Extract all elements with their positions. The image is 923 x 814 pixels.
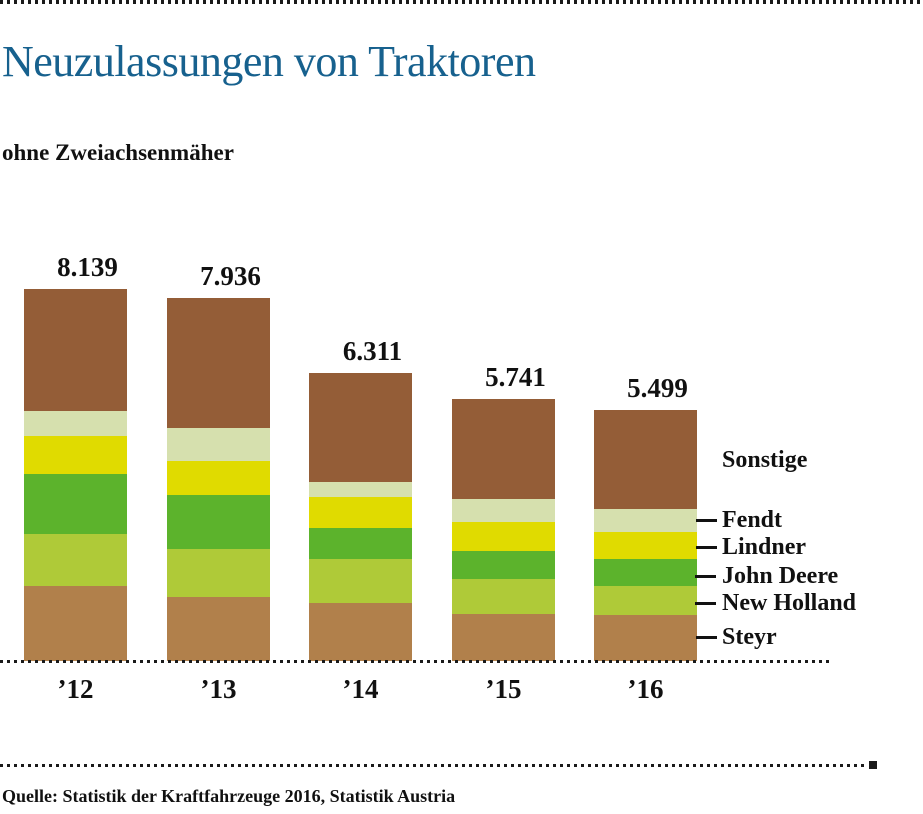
legend-label-john-deere: John Deere: [722, 563, 839, 589]
legend-connector-john-deere: [695, 575, 716, 578]
segment-sonstige: [309, 372, 412, 482]
segment-steyr: [594, 614, 697, 661]
dotted-divider-top: [0, 0, 923, 4]
x-tick-label-15: ’15: [485, 674, 522, 704]
legend-connector-new-holland: [695, 602, 716, 605]
legend-connector-fendt: [696, 519, 717, 522]
total-label-15: 5.741: [485, 361, 546, 392]
segment-new-holland: [452, 579, 555, 615]
x-axis-baseline: [0, 660, 830, 663]
bar-16: [594, 409, 697, 661]
page-title: Neuzulassungen von Traktoren: [2, 37, 536, 86]
chart-subtitle: ohne Zweiachsenmäher: [2, 140, 234, 165]
x-tick-label-13: ’13: [200, 674, 237, 704]
segment-new-holland: [24, 533, 127, 586]
legend-label-fendt: Fendt: [722, 507, 782, 533]
total-label-14: 6.311: [342, 335, 403, 366]
segment-new-holland: [309, 559, 412, 603]
legend-label-steyr: Steyr: [722, 624, 777, 650]
x-tick-label-14: ’14: [342, 674, 379, 704]
segment-fendt: [452, 499, 555, 523]
segment-john-deere: [167, 495, 270, 550]
legend-label-lindner: Lindner: [722, 534, 807, 560]
segment-john-deere: [594, 559, 697, 586]
segment-steyr: [309, 602, 412, 661]
segment-lindner: [594, 531, 697, 560]
segment-sonstige: [167, 298, 270, 428]
legend-label-sonstige: Sonstige: [722, 447, 808, 473]
legend-connector-steyr: [696, 636, 717, 639]
x-tick-label-12: ’12: [57, 674, 94, 704]
total-label-16: 5.499: [627, 372, 688, 403]
segment-john-deere: [24, 473, 127, 534]
segment-steyr: [24, 585, 127, 661]
segment-john-deere: [309, 528, 412, 560]
total-label-13: 7.936: [200, 261, 261, 292]
segment-new-holland: [594, 585, 697, 615]
bar-13: [167, 298, 270, 661]
dotted-divider-bottom: [0, 764, 868, 767]
segment-fendt: [309, 481, 412, 498]
legend-label-new-holland: New Holland: [722, 590, 857, 616]
source-note: Quelle: Statistik der Kraftfahrzeuge 201…: [2, 786, 456, 806]
segment-fendt: [594, 509, 697, 532]
x-tick-label-16: ’16: [627, 674, 664, 704]
segment-sonstige: [24, 289, 127, 411]
legend-connector-lindner: [696, 546, 717, 549]
segment-steyr: [452, 614, 555, 661]
segment-sonstige: [594, 409, 697, 510]
segment-new-holland: [167, 549, 270, 598]
segment-sonstige: [452, 398, 555, 500]
segment-lindner: [309, 497, 412, 529]
segment-steyr: [167, 597, 270, 661]
bar-12: [24, 289, 127, 661]
segment-fendt: [24, 410, 127, 437]
segment-john-deere: [452, 550, 555, 580]
segment-lindner: [24, 436, 127, 474]
bar-15: [452, 398, 555, 661]
total-label-12: 8.139: [57, 252, 118, 282]
segment-fendt: [167, 427, 270, 462]
bar-14: [309, 372, 412, 661]
segment-lindner: [452, 522, 555, 551]
divider-end-marker-icon: [869, 761, 877, 769]
segment-lindner: [167, 461, 270, 496]
